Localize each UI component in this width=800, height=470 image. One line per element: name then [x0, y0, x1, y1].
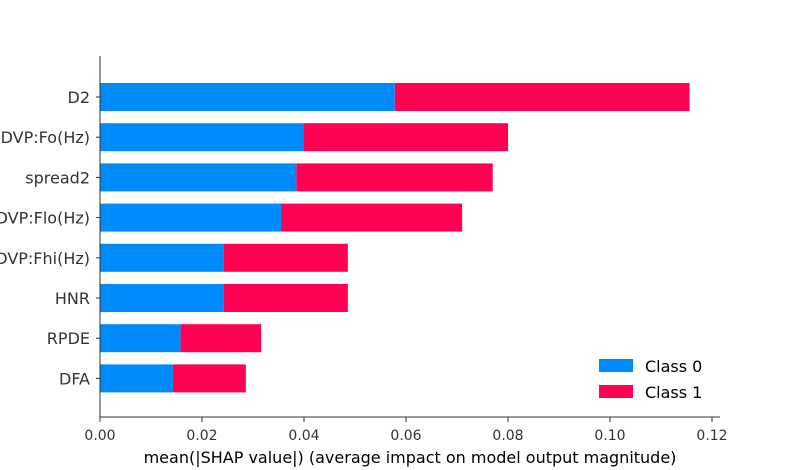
category-label: spread2	[25, 168, 90, 187]
category-label: D2	[68, 88, 91, 107]
x-tick-label: 0.12	[696, 428, 727, 444]
x-tick-label: 0.00	[84, 428, 115, 444]
bar-hnr-class-0	[100, 284, 224, 312]
category-label: MDVP:Flo(Hz)	[0, 209, 90, 228]
bar-mdvp-flo-hz--class-1	[281, 203, 463, 232]
bar-rpde-class-1	[180, 324, 262, 353]
bar-rpde-class-0	[100, 324, 181, 353]
bar-dfa-class-1	[172, 364, 246, 393]
x-ticks: 0.00 0.02 0.04 0.06 0.08 0.10 0.12	[84, 417, 728, 444]
category-label: DFA	[59, 369, 90, 388]
bar-hnr-class-1	[223, 284, 348, 312]
x-tick-label: 0.04	[288, 428, 319, 444]
bar-spread2-class-1	[296, 163, 493, 192]
bar-mdvp-fhi-hz--class-1	[223, 243, 348, 272]
legend-label-class-1: Class 1	[645, 383, 702, 402]
bar-mdvp-fo-hz--class-1	[304, 123, 508, 152]
legend-swatch-class-0	[599, 359, 633, 372]
bar-mdvp-fo-hz--class-0	[100, 123, 304, 152]
bars-group	[100, 83, 690, 393]
category-label: MDVP:Fo(Hz)	[0, 128, 90, 147]
category-label: HNR	[55, 289, 90, 308]
legend-label-class-0: Class 0	[645, 357, 702, 376]
x-tick-label: 0.02	[186, 428, 217, 444]
x-tick-label: 0.10	[594, 428, 625, 444]
bar-dfa-class-0	[100, 364, 173, 393]
axes	[99, 56, 720, 418]
bar-spread2-class-0	[100, 163, 297, 192]
bar-d2-class-0	[100, 83, 395, 111]
bar-mdvp-flo-hz--class-0	[100, 203, 282, 232]
category-labels: D2 MDVP:Fo(Hz) spread2 MDVP:Flo(Hz) MDVP:Fhi…	[0, 88, 100, 388]
bar-d2-class-1	[394, 83, 690, 111]
legend: Class 0 Class 1	[599, 357, 702, 402]
x-axis-label: mean(|SHAP value|) (average impact on mo…	[144, 448, 677, 467]
legend-swatch-class-1	[599, 385, 633, 398]
x-tick-label: 0.08	[492, 428, 523, 444]
category-label: MDVP:Fhi(Hz)	[0, 249, 90, 268]
bar-mdvp-fhi-hz--class-0	[100, 243, 224, 272]
category-label: RPDE	[47, 329, 90, 348]
x-tick-label: 0.06	[390, 428, 421, 444]
